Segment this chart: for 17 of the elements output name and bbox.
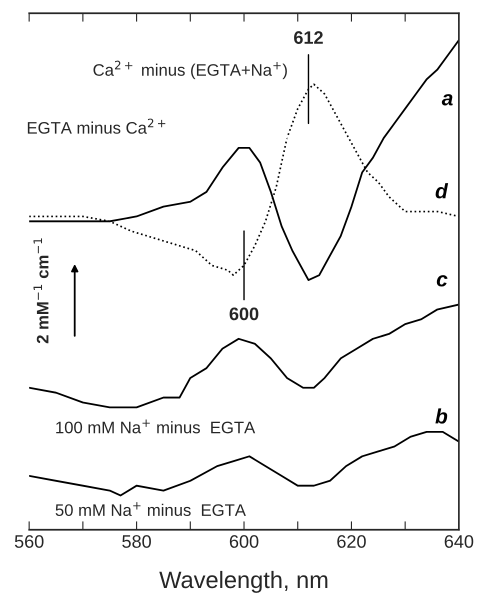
x-tick-label: 580: [122, 535, 151, 548]
x-tick-label: 600: [230, 535, 258, 548]
x-tick-label: 620: [337, 535, 366, 548]
annotation: EGTA minus Ca$^{2+}$: [28, 118, 166, 134]
x-tick-label: 560: [14, 535, 44, 548]
annotation: Ca$^{2+}$ minus (EGTA+Na$^{+}$): [93, 60, 287, 80]
annotation: 600: [230, 307, 258, 320]
x-tick-label: 640: [444, 535, 474, 548]
annotation: 612: [294, 31, 323, 44]
annotation: 100 mM Na$^{+}$ minus EGTA: [56, 420, 256, 434]
x-axis-title: Wavelength, nm: [159, 570, 328, 593]
series-label: a: [442, 94, 453, 106]
annotation: 50 mM Na$^{+}$ minus EGTA: [56, 502, 246, 516]
series-label: d: [436, 183, 448, 198]
series-label: c: [436, 275, 448, 287]
annotation: 2 mM$^{−1}$ cm$^{−1}$: [34, 238, 49, 344]
series-label: b: [435, 408, 448, 424]
